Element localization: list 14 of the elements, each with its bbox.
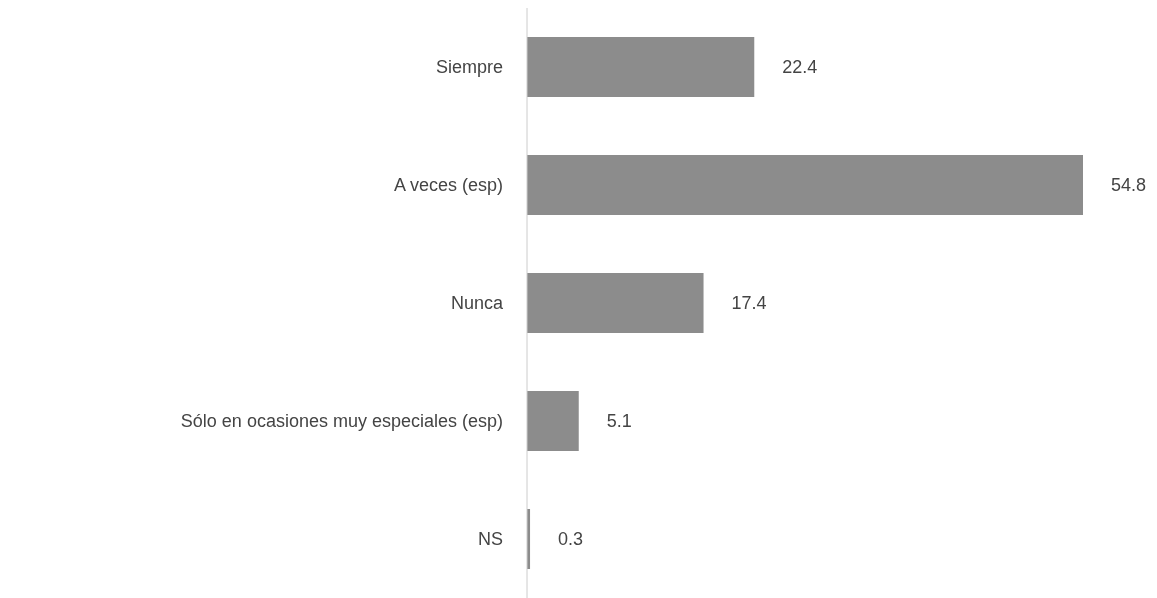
data-label: 22.4 [782,57,818,78]
bar [527,273,704,333]
bar [527,391,579,451]
data-label: 0.3 [558,529,584,550]
y-tick-label: A veces (esp) [393,175,503,196]
y-tick-label: Sólo en ocasiones muy especiales (esp) [180,411,503,432]
data-label: 5.1 [606,411,632,432]
y-tick-label: Siempre [435,57,503,78]
bar [527,155,1083,215]
y-tick-label: NS [477,529,503,550]
bar [527,37,755,97]
data-label: 17.4 [731,293,767,314]
data-label: 54.8 [1111,175,1147,196]
y-tick-label: Nunca [450,293,504,314]
